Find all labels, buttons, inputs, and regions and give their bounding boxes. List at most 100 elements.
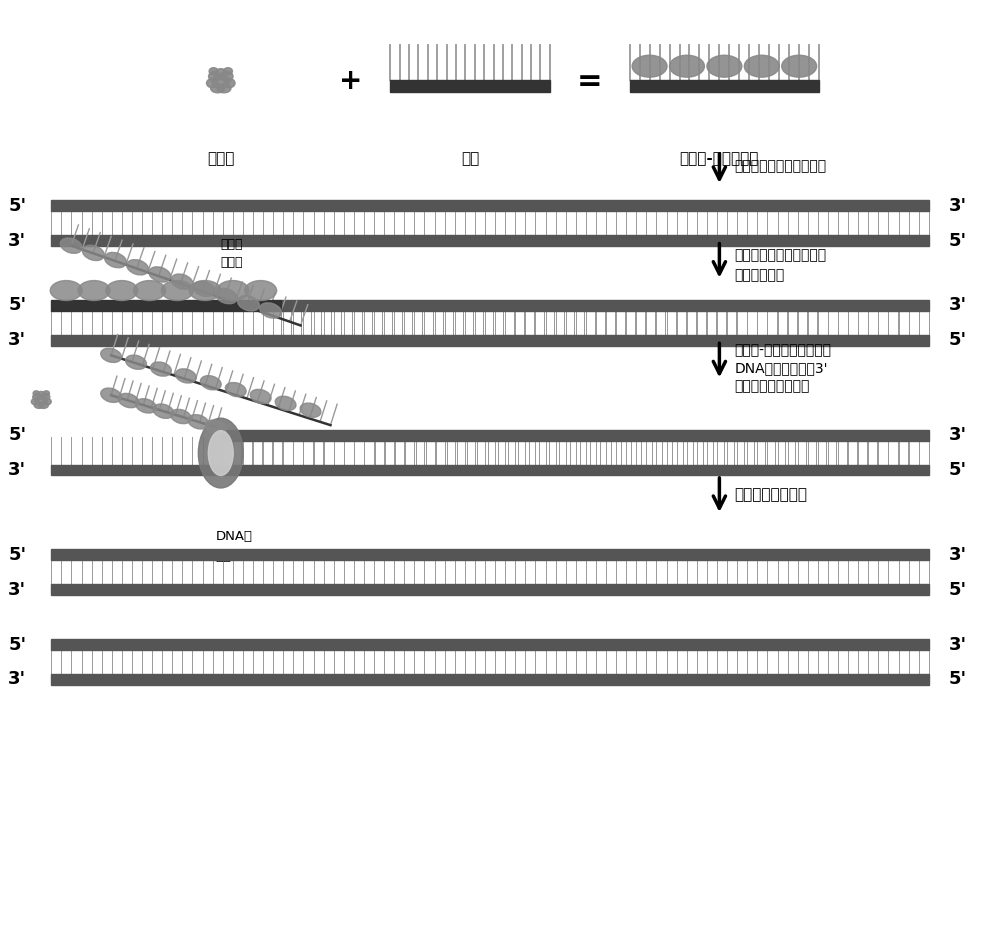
Ellipse shape (193, 281, 215, 296)
Text: 3': 3' (949, 636, 967, 654)
Text: +: + (339, 67, 362, 95)
Ellipse shape (50, 280, 82, 300)
Ellipse shape (260, 303, 282, 318)
Text: 进行同源重组: 进行同源重组 (734, 269, 785, 282)
Ellipse shape (31, 398, 39, 405)
Ellipse shape (225, 383, 246, 397)
Ellipse shape (209, 67, 218, 75)
Bar (51, 549, 929, 560)
Ellipse shape (151, 362, 171, 376)
Text: 重组酶-引物复合体解体，: 重组酶-引物复合体解体， (734, 343, 831, 357)
Ellipse shape (744, 55, 779, 77)
Ellipse shape (105, 253, 126, 268)
Ellipse shape (188, 414, 209, 429)
Text: 5': 5' (949, 671, 967, 689)
Text: 5': 5' (8, 427, 26, 444)
Ellipse shape (245, 280, 277, 300)
Bar (51, 584, 929, 595)
Ellipse shape (215, 289, 237, 304)
Ellipse shape (207, 79, 217, 87)
Ellipse shape (78, 280, 110, 300)
Text: =: = (577, 66, 603, 96)
Ellipse shape (60, 238, 82, 254)
Text: 5': 5' (8, 197, 26, 215)
Text: 3': 3' (8, 461, 26, 479)
Text: 重组酶-引物复合体: 重组酶-引物复合体 (680, 151, 759, 166)
Ellipse shape (136, 399, 156, 413)
Bar (630, 80, 819, 92)
Ellipse shape (200, 375, 221, 389)
Text: 3': 3' (8, 580, 26, 598)
Text: 在单链结合蛋白的帮助下: 在单链结合蛋白的帮助下 (734, 249, 826, 262)
Ellipse shape (238, 295, 259, 311)
Text: 合酶: 合酶 (216, 550, 232, 562)
Text: 5': 5' (949, 332, 967, 350)
Ellipse shape (43, 390, 49, 396)
Ellipse shape (101, 388, 121, 403)
Text: DNA聚合酶与引物3': DNA聚合酶与引物3' (734, 361, 828, 375)
Bar (51, 200, 929, 211)
Ellipse shape (34, 402, 44, 408)
Ellipse shape (149, 267, 171, 282)
Ellipse shape (134, 280, 166, 300)
Text: 5': 5' (949, 461, 967, 479)
Text: 3': 3' (8, 332, 26, 350)
Ellipse shape (782, 55, 817, 77)
Ellipse shape (208, 430, 233, 476)
Text: 寻找目标核酸上互补区域: 寻找目标核酸上互补区域 (734, 159, 826, 173)
Ellipse shape (670, 55, 704, 77)
Ellipse shape (275, 396, 296, 410)
Ellipse shape (171, 274, 193, 290)
Ellipse shape (82, 245, 104, 260)
Bar (51, 465, 929, 476)
Bar (51, 236, 929, 246)
Ellipse shape (153, 404, 174, 418)
Bar (281, 300, 929, 311)
Ellipse shape (171, 409, 191, 424)
Ellipse shape (161, 280, 193, 300)
Ellipse shape (38, 391, 45, 397)
Ellipse shape (217, 84, 231, 93)
Text: 端结合，子链的延伸: 端结合，子链的延伸 (734, 379, 810, 393)
Ellipse shape (33, 390, 39, 396)
Ellipse shape (33, 393, 41, 400)
Ellipse shape (127, 259, 149, 275)
Ellipse shape (224, 79, 235, 87)
Ellipse shape (707, 55, 742, 77)
Text: 重组酶: 重组酶 (207, 151, 234, 166)
Ellipse shape (189, 280, 221, 300)
Ellipse shape (209, 71, 221, 82)
Ellipse shape (211, 84, 225, 93)
Ellipse shape (39, 402, 48, 408)
Bar (390, 80, 550, 92)
Text: 5': 5' (8, 545, 26, 563)
Text: 3': 3' (949, 427, 967, 444)
Ellipse shape (205, 420, 226, 434)
Text: 3': 3' (8, 671, 26, 689)
Bar (51, 299, 281, 312)
Ellipse shape (223, 67, 232, 75)
Ellipse shape (221, 71, 233, 82)
Text: 3': 3' (949, 296, 967, 314)
Text: 5': 5' (949, 580, 967, 598)
Ellipse shape (41, 393, 50, 400)
Ellipse shape (212, 74, 230, 88)
Text: 5': 5' (949, 232, 967, 250)
Ellipse shape (632, 55, 667, 77)
Bar (51, 335, 929, 346)
Ellipse shape (101, 349, 121, 363)
Ellipse shape (35, 395, 47, 405)
Ellipse shape (300, 403, 321, 417)
Ellipse shape (176, 369, 196, 383)
Bar (221, 429, 929, 441)
Text: 5': 5' (8, 296, 26, 314)
Ellipse shape (118, 393, 139, 408)
Text: 3': 3' (949, 197, 967, 215)
Ellipse shape (198, 418, 243, 488)
Bar (51, 674, 929, 685)
Ellipse shape (126, 355, 146, 370)
Text: 3': 3' (8, 232, 26, 250)
Ellipse shape (216, 68, 226, 76)
Ellipse shape (106, 280, 138, 300)
Ellipse shape (250, 390, 271, 404)
